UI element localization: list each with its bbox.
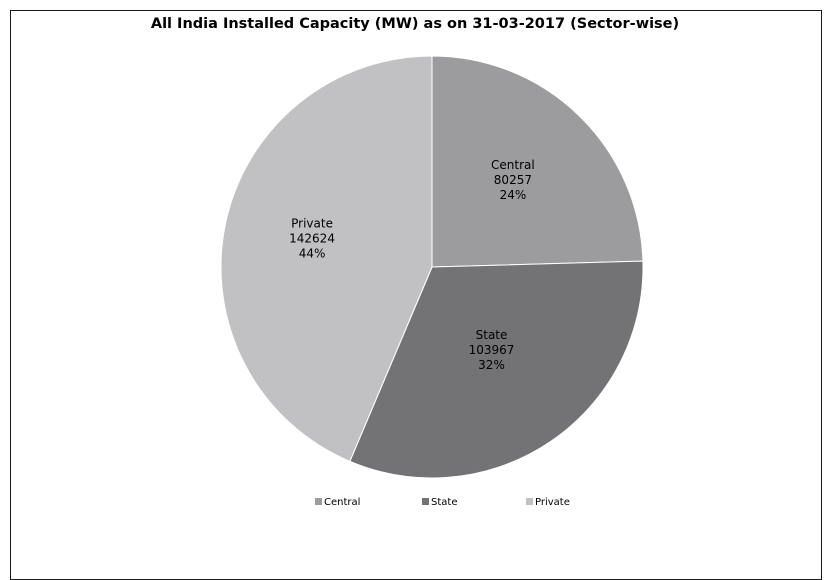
slice-label-central-value: 80257 xyxy=(494,173,532,187)
slice-label-central-name: Central xyxy=(491,158,535,172)
slice-label-state-value: 103967 xyxy=(469,343,515,357)
pie-slice-central xyxy=(431,55,644,268)
pie-slices xyxy=(220,55,644,479)
pie-slice-private xyxy=(220,55,433,463)
slice-label-state-percent: 32% xyxy=(478,358,505,372)
chart-title: All India Installed Capacity (MW) as on … xyxy=(150,16,680,32)
chart-legend: Central State Private xyxy=(315,497,570,508)
slice-label-private-value: 142624 xyxy=(289,232,335,246)
slice-label-private-name: Private xyxy=(291,217,333,231)
legend-label-private: Private xyxy=(535,497,570,508)
legend-label-central: Central xyxy=(324,497,360,508)
slice-label-private-percent: 44% xyxy=(299,247,326,261)
slice-label-state-name: State xyxy=(476,328,508,342)
slice-label-central-percent: 24% xyxy=(500,188,527,202)
legend-swatch-state xyxy=(422,498,429,505)
legend-swatch-private xyxy=(526,498,533,505)
legend-swatch-central xyxy=(315,498,322,505)
legend-label-state: State xyxy=(431,497,457,508)
pie-slice-state xyxy=(349,260,644,479)
